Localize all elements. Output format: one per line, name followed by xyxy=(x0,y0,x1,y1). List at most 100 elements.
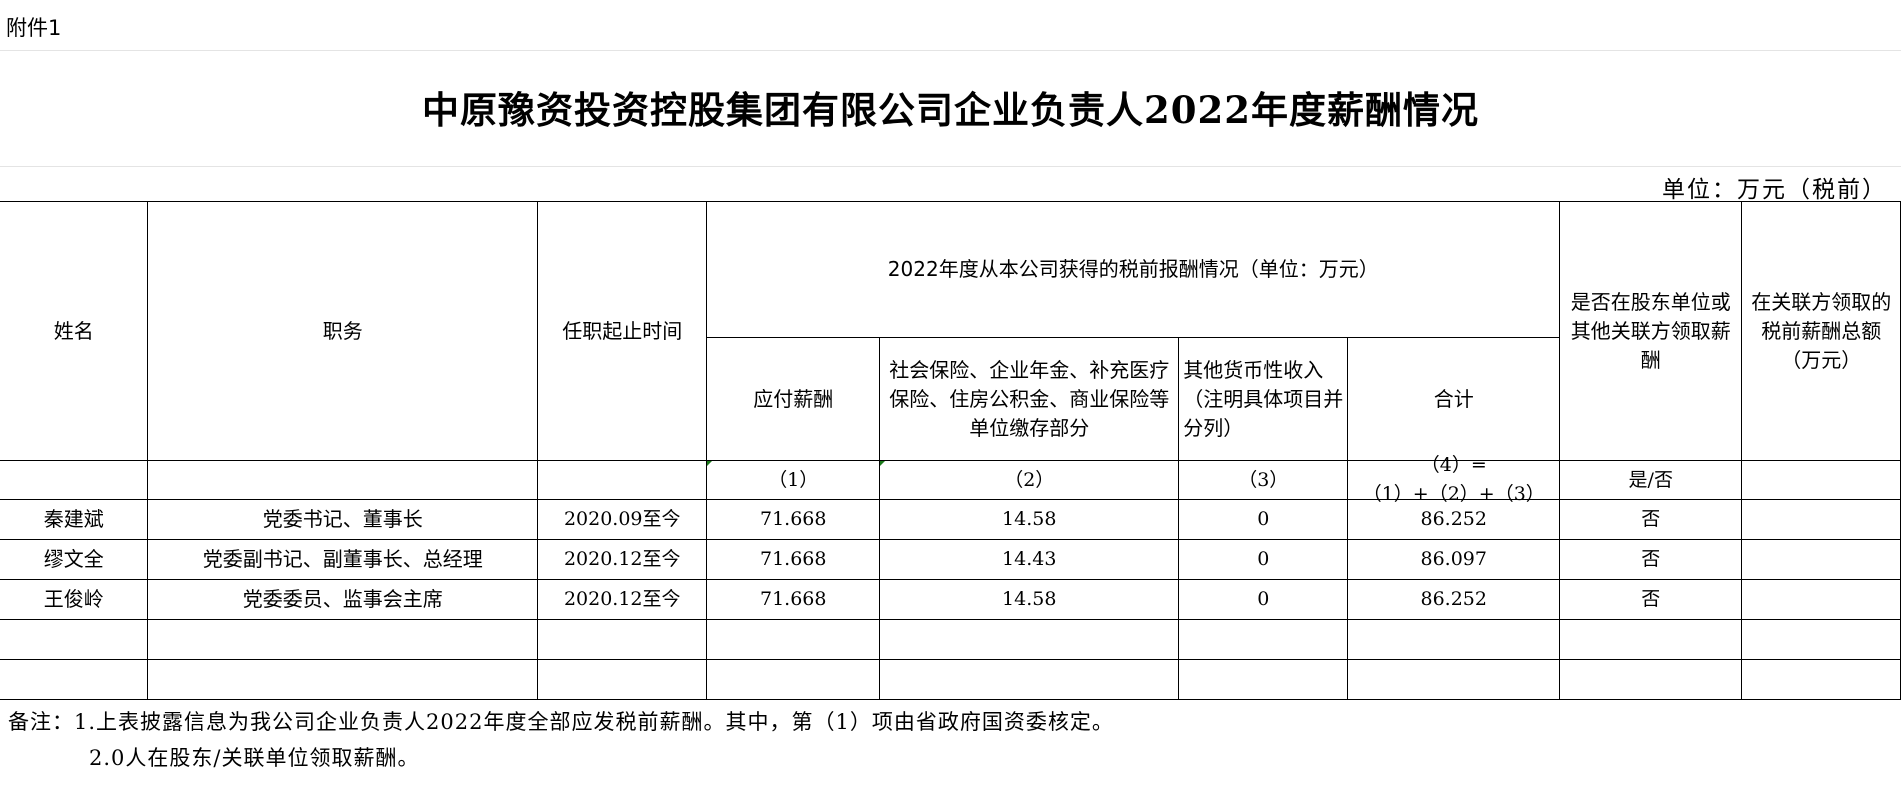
table-row-cell-related-flag: 否 xyxy=(1559,499,1743,541)
index-row-cell-total: （4）=（1）+（2）+（3） xyxy=(1347,454,1561,505)
cell-text: 0 xyxy=(1257,588,1270,611)
index-row-cell-tenure xyxy=(537,460,708,501)
header-related-flag: 是否在股东单位或其他关联方领取薪酬 xyxy=(1559,201,1743,462)
note-line-1: 备注：1.上表披露信息为我公司企业负责人2022年度全部应发税前薪酬。其中，第（… xyxy=(8,710,1114,734)
cell-text: （3） xyxy=(1238,468,1289,491)
index-row-cell-related-amount xyxy=(1741,460,1901,501)
table-row-cell-salary: 71.668 xyxy=(706,579,881,621)
cell-text: 党委委员、监事会主席 xyxy=(242,587,443,612)
cell-text: （2） xyxy=(1004,468,1055,491)
table-row-cell-total xyxy=(1347,619,1561,661)
table-row-cell-position: 党委副书记、副董事长、总经理 xyxy=(147,539,539,581)
table-row-cell-name: 缪文全 xyxy=(0,539,149,581)
table-row-cell-name xyxy=(0,659,149,701)
table-row-cell-insurance: 14.58 xyxy=(879,499,1180,541)
cell-text: 缪文全 xyxy=(43,547,104,572)
table-row-cell-tenure: 2020.12至今 xyxy=(537,579,708,621)
header-other-income: 其他货币性收入（注明具体项目并分列） xyxy=(1178,337,1349,462)
cell-text: 2020.09至今 xyxy=(563,508,681,531)
table-row-cell-position: 党委委员、监事会主席 xyxy=(147,579,539,621)
cell-text: 71.668 xyxy=(760,508,827,531)
table-row-cell-related-amount xyxy=(1741,619,1901,661)
table-row-cell-salary: 71.668 xyxy=(706,499,881,541)
divider xyxy=(0,166,1901,167)
cell-text: 党委副书记、副董事长、总经理 xyxy=(202,547,483,572)
cell-text: 王俊岭 xyxy=(43,587,104,612)
attachment-label: 附件1 xyxy=(6,16,62,40)
cell-text: 71.668 xyxy=(760,588,827,611)
header-position: 职务 xyxy=(147,201,539,462)
table-row-cell-related-flag xyxy=(1559,619,1743,661)
table-row-cell-total: 86.252 xyxy=(1347,499,1561,541)
table-row-cell-insurance: 14.43 xyxy=(879,539,1180,581)
cell-text: 0 xyxy=(1257,548,1270,571)
cell-text: 86.252 xyxy=(1420,508,1487,531)
comment-marker-icon xyxy=(880,461,886,467)
index-row-cell-salary: （1） xyxy=(706,460,881,501)
table-row-cell-total: 86.097 xyxy=(1347,539,1561,581)
table-row-cell-tenure xyxy=(537,659,708,701)
index-row-cell-name xyxy=(0,460,149,501)
cell-text: 86.252 xyxy=(1420,588,1487,611)
table-row-cell-related-flag xyxy=(1559,659,1743,701)
cell-text: 秦建斌 xyxy=(43,507,104,532)
table-row-cell-position xyxy=(147,659,539,701)
table-row-cell-salary xyxy=(706,619,881,661)
cell-text: 党委书记、董事长 xyxy=(262,507,423,532)
cell-text: （1） xyxy=(768,468,819,491)
cell-text: 否 xyxy=(1641,508,1661,531)
table-row-cell-tenure: 2020.09至今 xyxy=(537,499,708,541)
cell-text: 2020.12至今 xyxy=(563,588,681,611)
unit-note: 单位：万元（税前） xyxy=(1662,177,1887,203)
table-row-cell-salary: 71.668 xyxy=(706,539,881,581)
table-row-cell-insurance xyxy=(879,619,1180,661)
table-row-cell-other-income xyxy=(1178,619,1349,661)
table-row-cell-insurance: 14.58 xyxy=(879,579,1180,621)
table-row-cell-related-amount xyxy=(1741,499,1901,541)
cell-text: 14.58 xyxy=(1002,588,1057,611)
comment-marker-icon xyxy=(707,461,713,467)
index-row-cell-related-flag: 是/否 xyxy=(1559,460,1743,501)
table-row-cell-other-income: 0 xyxy=(1178,499,1349,541)
table-row-cell-name xyxy=(0,619,149,661)
header-total: 合计 xyxy=(1347,337,1561,462)
header-insurance: 社会保险、企业年金、补充医疗保险、住房公积金、商业保险等单位缴存部分 xyxy=(879,337,1180,462)
header-salary: 应付薪酬 xyxy=(706,337,881,462)
divider xyxy=(0,50,1901,51)
cell-text: 71.668 xyxy=(760,548,827,571)
header-name: 姓名 xyxy=(0,201,149,462)
table-row-cell-other-income: 0 xyxy=(1178,539,1349,581)
table-row-cell-related-flag: 否 xyxy=(1559,539,1743,581)
table-row-cell-position: 党委书记、董事长 xyxy=(147,499,539,541)
table-row-cell-related-amount xyxy=(1741,659,1901,701)
cell-text: 是/否 xyxy=(1628,468,1673,491)
table-row-cell-other-income: 0 xyxy=(1178,579,1349,621)
table-row-cell-name: 王俊岭 xyxy=(0,579,149,621)
table-row-cell-insurance xyxy=(879,659,1180,701)
index-row-cell-insurance: （2） xyxy=(879,460,1180,501)
table-row-cell-tenure: 2020.12至今 xyxy=(537,539,708,581)
cell-text: 否 xyxy=(1641,548,1661,571)
index-row-cell-other-income: （3） xyxy=(1178,460,1349,501)
table-row-cell-related-flag: 否 xyxy=(1559,579,1743,621)
table-row-cell-related-amount xyxy=(1741,539,1901,581)
table-row-cell-other-income xyxy=(1178,659,1349,701)
cell-text: 否 xyxy=(1641,588,1661,611)
table-row-cell-salary xyxy=(706,659,881,701)
cell-text: 14.58 xyxy=(1002,508,1057,531)
table-row-cell-position xyxy=(147,619,539,661)
table-row-cell-total: 86.252 xyxy=(1347,579,1561,621)
cell-text: 86.097 xyxy=(1420,548,1487,571)
header-tenure: 任职起止时间 xyxy=(537,201,708,462)
cell-text: 0 xyxy=(1257,508,1270,531)
table-row-cell-name: 秦建斌 xyxy=(0,499,149,541)
page-title: 中原豫资投资控股集团有限公司企业负责人2022年度薪酬情况 xyxy=(422,88,1479,132)
table-row-cell-total xyxy=(1347,659,1561,701)
cell-text: 14.43 xyxy=(1002,548,1057,571)
index-row-cell-position xyxy=(147,460,539,501)
header-compensation-group: 2022年度从本公司获得的税前报酬情况（单位：万元） xyxy=(706,201,1561,339)
header-related-amount: 在关联方领取的税前薪酬总额（万元） xyxy=(1741,201,1901,462)
table-row-cell-tenure xyxy=(537,619,708,661)
cell-text: 2020.12至今 xyxy=(563,548,681,571)
note-line-2: 2.0人在股东/关联单位领取薪酬。 xyxy=(89,746,420,770)
